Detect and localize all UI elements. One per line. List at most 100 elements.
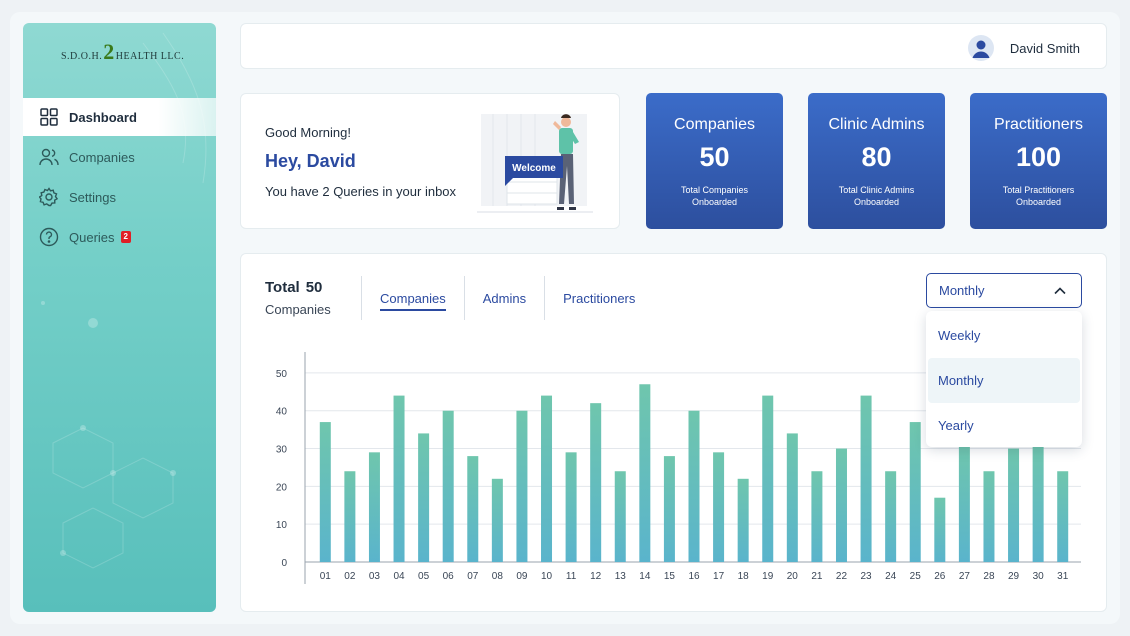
sidebar-item-dashboard[interactable]: Dashboard [23, 98, 216, 136]
x-tick-label: 13 [615, 571, 627, 582]
welcome-illustration: Welcome [477, 114, 593, 213]
chart-bar [860, 395, 872, 562]
tab-admins[interactable]: Admins [482, 290, 527, 306]
greeting-text: Good Morning! [265, 125, 351, 140]
help-circle-icon [39, 227, 59, 247]
chart-bar [1057, 471, 1069, 562]
stat-card-companies: Companies 50 Total Companies Onboarded [646, 93, 783, 229]
x-tick-label: 04 [393, 571, 405, 582]
chart-bar [983, 471, 995, 562]
chart-bar [909, 422, 921, 562]
chart-bar [688, 410, 700, 562]
x-tick-label: 24 [885, 571, 897, 582]
tab-divider [544, 276, 546, 320]
x-tick-label: 28 [983, 571, 995, 582]
y-tick-label: 50 [276, 369, 288, 380]
x-tick-label: 18 [738, 571, 750, 582]
y-tick-label: 0 [281, 558, 287, 569]
x-tick-label: 23 [861, 571, 873, 582]
stat-subtitle: Total Companies Onboarded [680, 185, 749, 207]
x-tick-label: 09 [516, 571, 528, 582]
total-value: 50 [305, 279, 323, 296]
x-tick-label: 14 [639, 571, 651, 582]
users-icon [39, 147, 59, 167]
chart-bar [344, 471, 356, 562]
chart-bar [713, 452, 725, 562]
chart-bar [418, 433, 430, 562]
welcome-sign-text: Welcome [512, 163, 556, 174]
x-tick-label: 27 [959, 571, 971, 582]
x-tick-label: 08 [492, 571, 504, 582]
x-tick-label: 29 [1008, 571, 1020, 582]
chart-bar [934, 497, 946, 562]
total-subtitle: Companies [265, 302, 331, 317]
stat-subtitle: Total Practitioners Onboarded [1002, 185, 1075, 207]
period-dropdown-menu: Weekly Monthly Yearly [926, 311, 1082, 447]
sidebar: S.D.O.H. 2 HEALTH LLC. Dashboard Companies… [23, 23, 216, 612]
stat-card-clinic-admins: Clinic Admins 80 Total Clinic Admins Onb… [808, 93, 945, 229]
welcome-card: Good Morning! Hey, David You have 2 Quer… [240, 93, 620, 229]
chart-bar [762, 395, 774, 562]
chart-bar [467, 456, 479, 562]
period-option-monthly[interactable]: Monthly [928, 358, 1080, 403]
period-option-yearly[interactable]: Yearly [938, 418, 974, 433]
tab-companies[interactable]: Companies [362, 276, 464, 320]
x-tick-label: 12 [590, 571, 602, 582]
sidebar-nav: Dashboard Companies Settings Queries 2 [23, 98, 216, 258]
sidebar-item-label: Settings [69, 189, 116, 205]
tab-practitioners[interactable]: Practitioners [563, 290, 636, 306]
x-tick-label: 20 [787, 571, 799, 582]
x-tick-label: 16 [688, 571, 700, 582]
chart-bar [958, 444, 970, 562]
user-name: David Smith [1009, 40, 1080, 56]
chart-bar [811, 471, 823, 562]
chart-bar [516, 410, 528, 562]
x-tick-label: 10 [541, 571, 553, 582]
sidebar-item-label: Dashboard [69, 109, 137, 125]
chart-bar [319, 422, 331, 562]
chart-bar [565, 452, 577, 562]
sidebar-item-queries[interactable]: Queries 2 [23, 218, 216, 256]
x-tick-label: 22 [836, 571, 848, 582]
stat-card-practitioners: Practitioners 100 Total Practitioners On… [970, 93, 1107, 229]
period-select-value: Monthly [939, 283, 985, 298]
inbox-message: You have 2 Queries in your inbox [265, 184, 457, 199]
x-tick-label: 07 [467, 571, 479, 582]
category-tabs: Companies Admins Practitioners [361, 276, 653, 320]
stat-title: Clinic Admins [828, 116, 925, 133]
chart-bar [368, 452, 380, 562]
sidebar-item-companies[interactable]: Companies [23, 138, 216, 176]
x-tick-label: 26 [934, 571, 946, 582]
sidebar-item-settings[interactable]: Settings [23, 178, 216, 216]
x-tick-label: 17 [713, 571, 725, 582]
avatar [967, 35, 994, 61]
stat-title: Practitioners [994, 116, 1083, 133]
welcome-title: Hey, David [265, 151, 356, 171]
x-tick-label: 03 [369, 571, 381, 582]
x-tick-label: 05 [418, 571, 430, 582]
chart-bar [786, 433, 798, 562]
x-tick-label: 06 [443, 571, 455, 582]
x-tick-label: 02 [344, 571, 356, 582]
period-select[interactable]: Monthly [926, 273, 1082, 308]
user-menu[interactable]: David Smith [967, 35, 1080, 61]
chart-bar [614, 471, 626, 562]
chart-bar [393, 395, 405, 562]
total-label: Total [265, 279, 300, 296]
chart-bar [737, 478, 749, 562]
chevron-up-icon [1053, 284, 1067, 301]
period-option-weekly[interactable]: Weekly [938, 328, 981, 343]
total-summary: Total 50 [265, 279, 322, 296]
chart-bar [541, 395, 553, 562]
chart-bar [1032, 444, 1044, 562]
company-logo: S.D.O.H. 2 HEALTH LLC. [61, 39, 185, 64]
chart-bar [590, 403, 602, 562]
chart-bar [442, 410, 454, 562]
x-tick-label: 30 [1033, 571, 1045, 582]
gear-icon [39, 187, 59, 207]
queries-count-badge: 2 [120, 231, 131, 243]
x-tick-label: 21 [811, 571, 823, 582]
chart-bar [663, 456, 675, 562]
stat-value: 80 [861, 142, 892, 172]
sidebar-item-label: Queries [69, 229, 115, 245]
